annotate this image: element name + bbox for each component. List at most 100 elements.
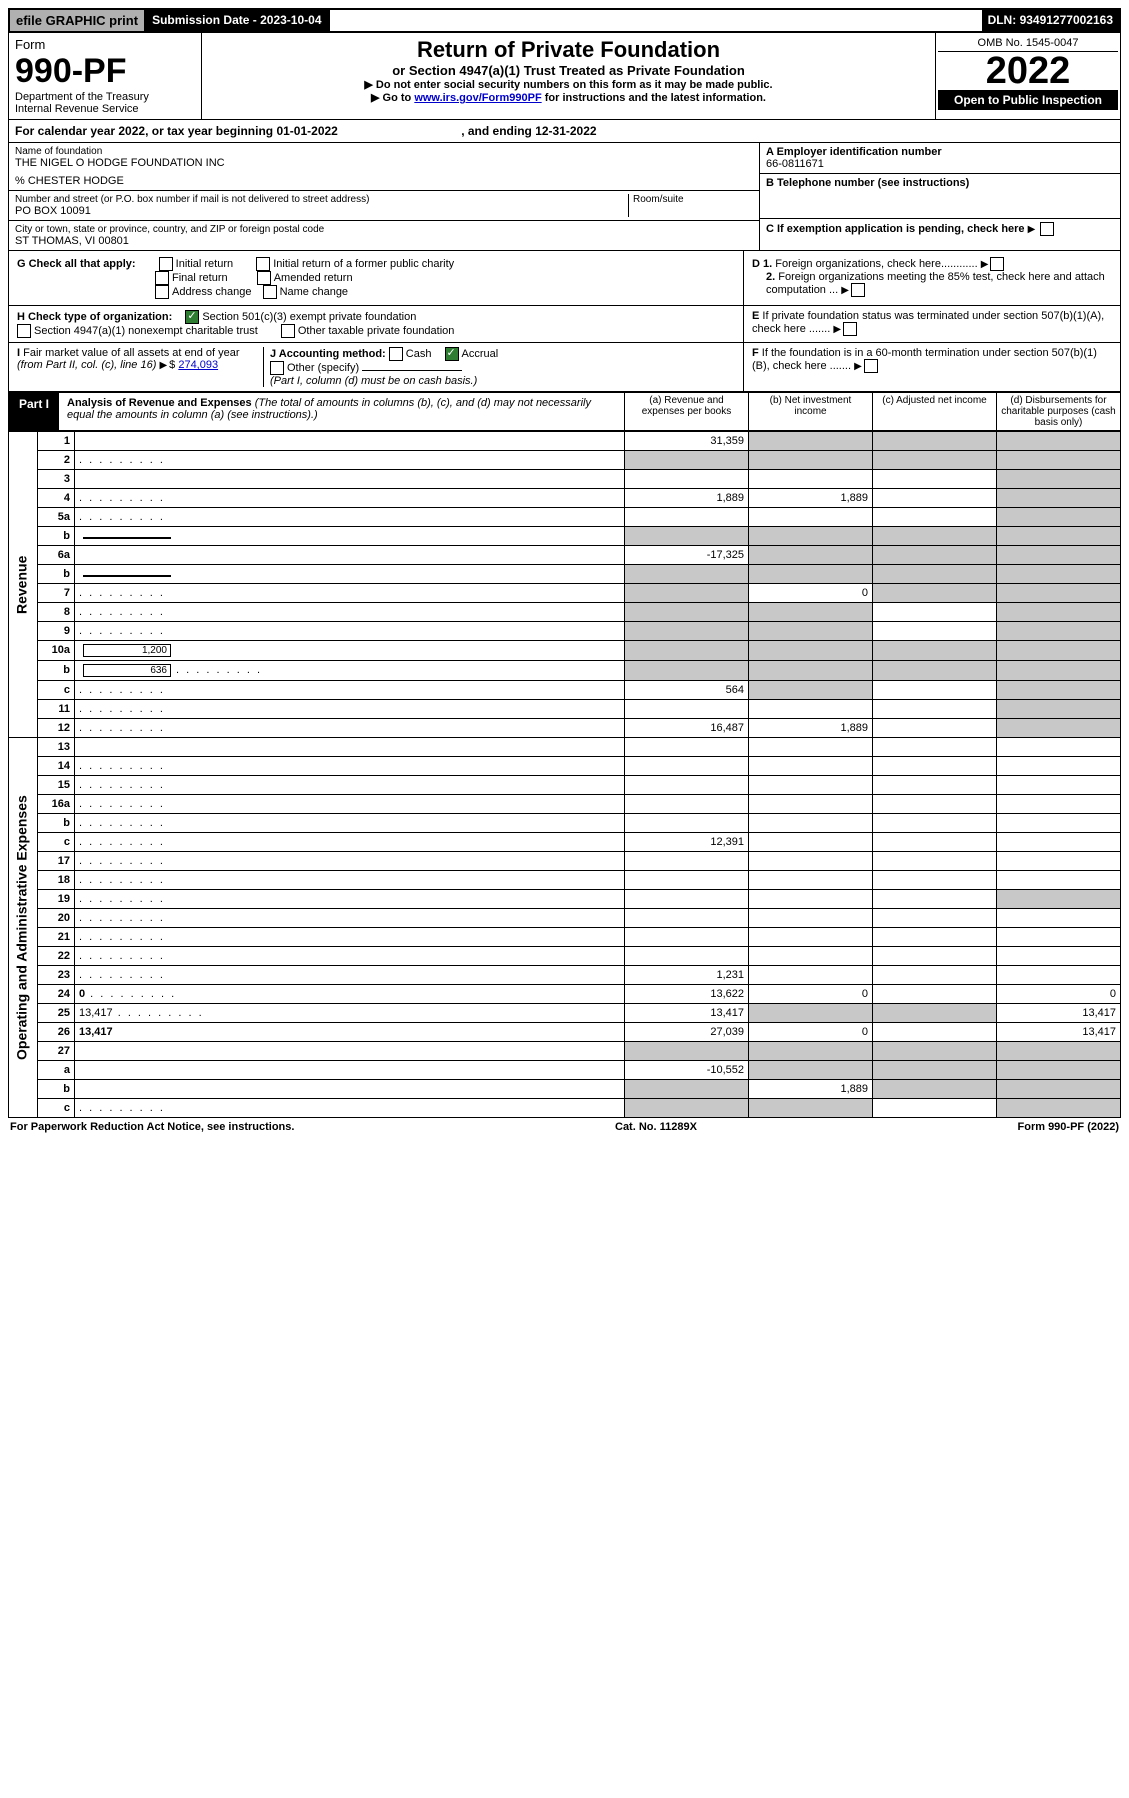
line-number: 3 [38,470,75,489]
line-desc [75,681,625,700]
form-number: 990-PF [15,52,195,91]
h-other-tax[interactable] [281,324,295,338]
cell-a: 12,391 [625,833,749,852]
cell-d: 0 [997,985,1121,1004]
g-final-return[interactable] [155,271,169,285]
line-desc [75,527,625,546]
cell-b: 1,889 [749,489,873,508]
cell-d [997,814,1121,833]
line-desc [75,966,625,985]
line-desc [75,603,625,622]
cell-d [997,833,1121,852]
h-501c3[interactable] [185,310,199,324]
note2: ▶ Go to www.irs.gov/Form990PF for instru… [210,91,927,104]
d1: Foreign organizations, check here.......… [775,258,977,270]
line-desc [75,814,625,833]
cell-b [749,451,873,470]
line-number: 16a [38,795,75,814]
cell-b [749,1042,873,1061]
cell-c [873,622,997,641]
g-label: G Check all that apply: [17,258,136,270]
cell-a [625,757,749,776]
d2-checkbox[interactable] [851,283,865,297]
cell-d [997,757,1121,776]
cell-d [997,909,1121,928]
cell-b: 0 [749,584,873,603]
line-desc [75,508,625,527]
cell-b [749,757,873,776]
cell-a [625,890,749,909]
cell-b [749,814,873,833]
line-desc [75,909,625,928]
j-other[interactable] [270,361,284,375]
c-label: C If exemption application is pending, c… [766,223,1025,235]
i-j-f-row: I Fair market value of all assets at end… [8,343,1121,392]
j-accrual[interactable] [445,347,459,361]
cell-b [749,928,873,947]
g-address-change[interactable] [155,285,169,299]
line-desc [75,489,625,508]
line-number: 11 [38,700,75,719]
cell-a [625,508,749,527]
line-number: c [38,833,75,852]
cell-d [997,700,1121,719]
d2: Foreign organizations meeting the 85% te… [766,271,1105,296]
line-number: 22 [38,947,75,966]
foundation-name-label: Name of foundation [15,146,753,157]
cell-c [873,700,997,719]
dept: Department of the Treasury [15,91,195,103]
g-initial-return[interactable] [159,257,173,271]
line-number: 8 [38,603,75,622]
cell-a: 1,889 [625,489,749,508]
line-number: 9 [38,622,75,641]
e-checkbox[interactable] [843,322,857,336]
cell-b: 0 [749,985,873,1004]
cell-d [997,622,1121,641]
cell-c [873,603,997,622]
line-number: 26 [38,1023,75,1042]
cell-c [873,1080,997,1099]
section-label: Operating and Administrative Expenses [9,738,38,1118]
g-name-change[interactable] [263,285,277,299]
cell-b [749,833,873,852]
cell-d [997,489,1121,508]
efile-label[interactable]: efile GRAPHIC print [10,10,146,31]
line-number: 15 [38,776,75,795]
cell-b [749,527,873,546]
cell-c [873,1004,997,1023]
d1-checkbox[interactable] [990,257,1004,271]
cell-c [873,489,997,508]
line-number: 4 [38,489,75,508]
cell-a [625,1042,749,1061]
cell-a [625,928,749,947]
irs-link[interactable]: www.irs.gov/Form990PF [414,92,541,104]
line-desc: 13,417 [75,1023,625,1042]
h-4947[interactable] [17,324,31,338]
cell-d [997,776,1121,795]
g-d-block: G Check all that apply: Initial return I… [8,251,1121,306]
dln: DLN: 93491277002163 [982,10,1119,31]
cell-b [749,470,873,489]
g-amended[interactable] [257,271,271,285]
cell-d [997,1080,1121,1099]
g-initial-former[interactable] [256,257,270,271]
cell-a: -17,325 [625,546,749,565]
line-number: 18 [38,871,75,890]
line-desc [75,1042,625,1061]
cell-b [749,681,873,700]
tax-year: 2022 [938,52,1118,90]
cell-c [873,565,997,584]
part1-table: Revenue131,3592341,8891,8895ab6a-17,325b… [8,431,1121,1118]
j-cash[interactable] [389,347,403,361]
f-checkbox[interactable] [864,359,878,373]
line-desc [75,622,625,641]
line-number: 24 [38,985,75,1004]
footer-mid: Cat. No. 11289X [615,1121,697,1133]
line-desc [75,833,625,852]
fmv-link[interactable]: 274,093 [178,359,218,371]
room-label: Room/suite [633,194,753,205]
cell-c [873,719,997,738]
cell-a [625,738,749,757]
line-desc [75,928,625,947]
c-checkbox[interactable] [1040,222,1054,236]
